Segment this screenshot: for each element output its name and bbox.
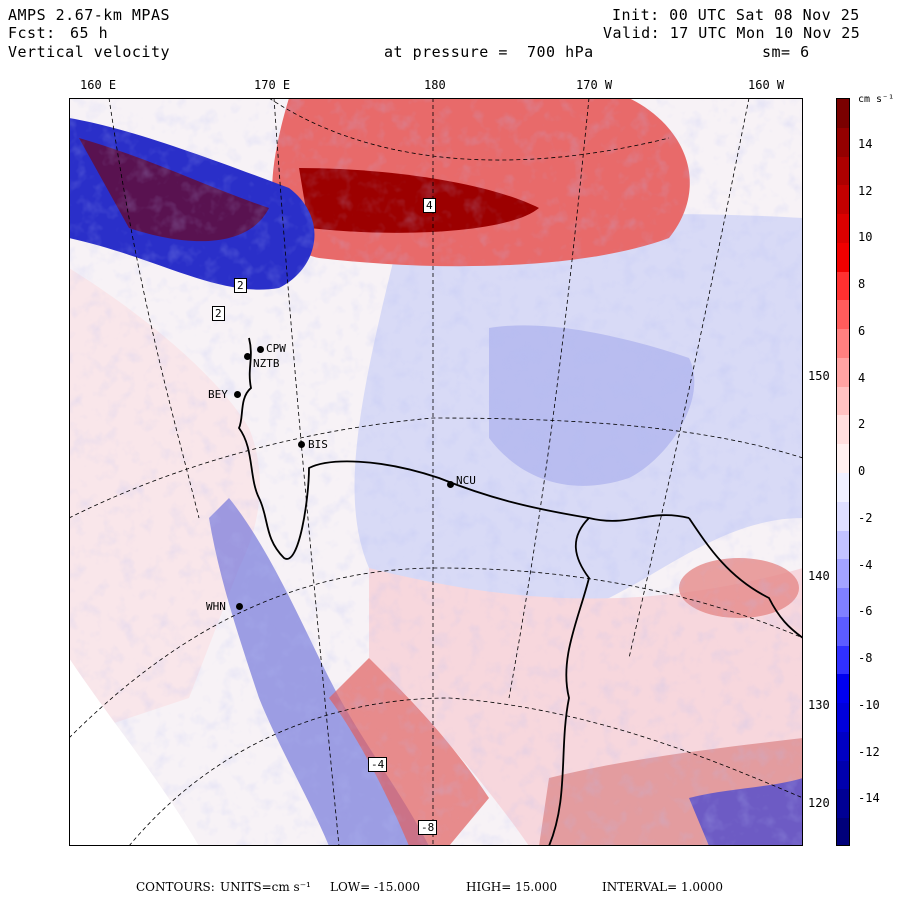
colorbar-tick-label: 4: [858, 370, 866, 385]
colorbar-tick-label: -14: [858, 791, 880, 806]
station-label-nztb: NZTB: [253, 357, 280, 370]
contour-label: 4: [423, 198, 436, 213]
colorbar-segment: [837, 559, 849, 589]
forecast-label: Fcst:: [8, 24, 56, 42]
colorbar-segment: [837, 300, 849, 330]
colorbar-tick-label: -2: [858, 510, 873, 525]
contour-label: -8: [418, 820, 438, 835]
colorbar-tick-label: 14: [858, 136, 873, 151]
colorbar: [836, 98, 850, 846]
colorbar-segment: [837, 789, 849, 819]
colorbar-segment: [837, 386, 849, 416]
colorbar-segment: [837, 588, 849, 618]
colorbar-segment: [837, 357, 849, 388]
footer-units: UNITS=cm s⁻¹: [220, 880, 311, 894]
station-marker-whn: [236, 603, 243, 610]
field-texture: [69, 98, 803, 846]
colorbar-tick-label: -10: [858, 697, 880, 712]
station-label-ncu: NCU: [456, 474, 476, 487]
colorbar-tick-label: 10: [858, 230, 873, 245]
valid-time: Valid: 17 UTC Mon 10 Nov 25: [603, 24, 861, 42]
lon-tick-160w: 160 W: [748, 78, 785, 92]
colorbar-tick-label: 2: [858, 417, 866, 432]
station-marker-bey: [234, 391, 241, 398]
colorbar-tick-label: -6: [858, 604, 873, 619]
colorbar-tick-label: 6: [858, 323, 866, 338]
colorbar-segment: [837, 501, 849, 532]
colorbar-segment: [837, 214, 849, 244]
colorbar-tick-label: -8: [858, 651, 873, 665]
colorbar-segment: [837, 444, 849, 474]
station-label-bis: BIS: [308, 438, 328, 451]
lon-tick-170w: 170 W: [576, 78, 613, 92]
pressure-level: at pressure = 700 hPa: [384, 43, 594, 61]
footer-interval: INTERVAL= 1.0000: [602, 880, 723, 894]
station-marker-cpw: [257, 346, 264, 353]
colorbar-segment: [837, 99, 849, 129]
colorbar-tick-label: 12: [858, 183, 873, 198]
vertical-velocity-map: [69, 98, 803, 846]
colorbar-segment: [837, 530, 849, 560]
colorbar-segment: [837, 156, 849, 186]
footer-contours: CONTOURS:: [136, 880, 215, 894]
colorbar-segment: [837, 271, 849, 301]
contour-label: 2: [212, 306, 225, 321]
station-marker-nztb: [244, 353, 251, 360]
colorbar-segment: [837, 242, 849, 273]
colorbar-segment: [837, 760, 849, 790]
colorbar-tick-label: 8: [858, 277, 866, 291]
colorbar-segment: [837, 645, 849, 675]
station-marker-ncu: [447, 481, 454, 488]
station-label-cpw: CPW: [266, 342, 286, 355]
colorbar-tick-label: -12: [858, 744, 880, 759]
footer-high: HIGH= 15.000: [466, 880, 558, 894]
colorbar-segment: [837, 674, 849, 704]
colorbar-segment: [837, 415, 849, 445]
forecast-hour: 65 h: [70, 24, 109, 42]
coastline: [237, 337, 803, 846]
colorbar-segment: [837, 127, 849, 158]
station-label-whn: WHN: [206, 600, 226, 613]
smoothing-value: sm= 6: [762, 43, 810, 61]
station-marker-bis: [298, 441, 305, 448]
contour-label: -4: [368, 757, 388, 772]
lon-tick-160e: 160 E: [80, 78, 117, 92]
model-title: AMPS 2.67-km MPAS: [8, 6, 171, 24]
colorbar-segment: [837, 329, 849, 359]
init-time: Init: 00 UTC Sat 08 Nov 25: [612, 6, 860, 24]
colorbar-segment: [837, 818, 849, 845]
colorbar-segment: [837, 473, 849, 503]
colorbar-segment: [837, 731, 849, 762]
contour-label: 2: [234, 278, 247, 293]
lon-tick-180: 180: [424, 78, 446, 92]
colorbar-units: cm s⁻¹: [858, 94, 895, 105]
nodata-region: [69, 658, 199, 846]
colorbar-tick-label: -4: [858, 557, 873, 572]
colorbar-segment: [837, 616, 849, 647]
colorbar-segment: [837, 703, 849, 733]
variable-name: Vertical velocity: [8, 43, 171, 61]
lon-tick-170e: 170 E: [254, 78, 291, 92]
station-label-bey: BEY: [208, 388, 228, 401]
graticule: [69, 98, 803, 846]
colorbar-segment: [837, 185, 849, 215]
colorbar-tick-label: 0: [858, 464, 866, 478]
footer-low: LOW= -15.000: [330, 880, 421, 894]
